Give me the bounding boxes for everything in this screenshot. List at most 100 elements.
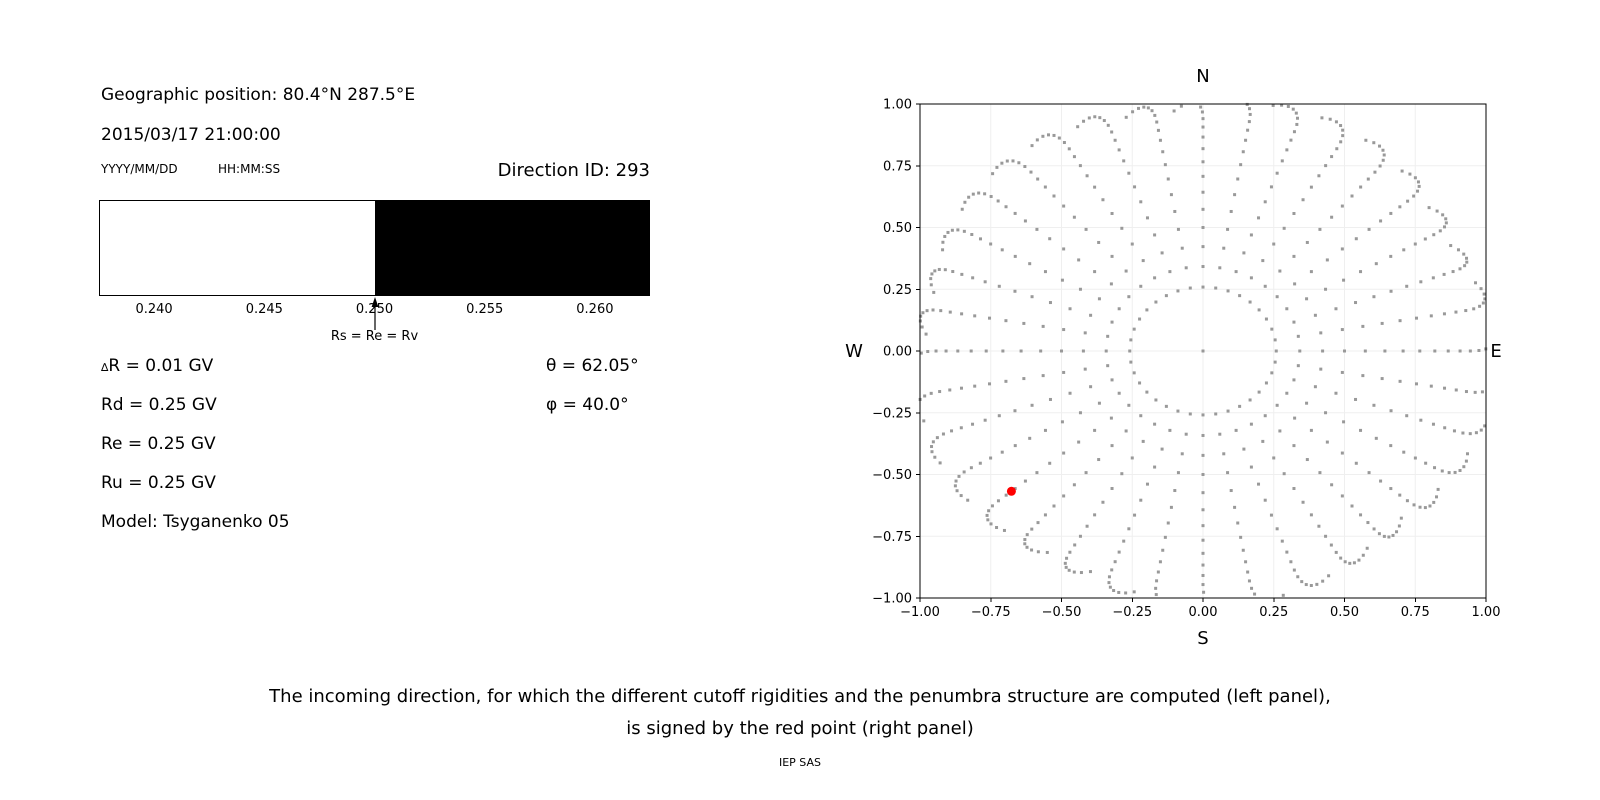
direction-dot [1249, 422, 1253, 426]
delta-r-value: ∆R = 0.01 GV [101, 356, 214, 376]
direction-dot [1041, 134, 1045, 138]
direction-dot [1122, 539, 1126, 543]
direction-dot [1127, 403, 1131, 407]
direction-dot [1239, 535, 1243, 539]
direction-dot [930, 445, 934, 449]
direction-dot [1078, 411, 1082, 415]
direction-dot [941, 240, 945, 244]
y-tick-label: −0.75 [872, 530, 912, 545]
direction-dot [1272, 456, 1276, 460]
direction-dot [1093, 185, 1097, 189]
direction-dot [1188, 286, 1192, 290]
x-tick-label: −1.00 [900, 605, 940, 620]
direction-dot [1004, 205, 1008, 209]
direction-dot [1201, 190, 1205, 194]
direction-dot [1292, 568, 1296, 572]
direction-dot [1179, 104, 1183, 108]
direction-dot [989, 522, 993, 526]
direction-dot [1097, 458, 1101, 462]
re-value: Re = 0.25 GV [101, 434, 216, 454]
direction-dot [1004, 319, 1008, 323]
direction-dot [1264, 381, 1268, 385]
direction-dot [1417, 184, 1421, 188]
direction-dot [1145, 482, 1149, 486]
direction-dot [1035, 227, 1039, 231]
direction-dot [1002, 528, 1006, 532]
direction-dot [1354, 237, 1358, 241]
direction-dot [1278, 429, 1282, 433]
direction-dot [1158, 560, 1162, 564]
direction-dot [1023, 165, 1027, 169]
direction-dot [1365, 546, 1369, 550]
direction-dot [1041, 324, 1045, 328]
direction-dot [1201, 265, 1205, 269]
direction-dot [1477, 348, 1481, 352]
direction-dot [1153, 276, 1157, 280]
direction-dot [1107, 581, 1111, 585]
direction-dot [1030, 144, 1034, 148]
direction-dot [1398, 493, 1402, 497]
direction-dot [1129, 338, 1133, 342]
direction-dot [1048, 237, 1052, 241]
direction-dot [1285, 307, 1289, 311]
direction-dot [1201, 160, 1205, 164]
direction-dot [1138, 381, 1142, 385]
direction-dot [1285, 391, 1289, 395]
direction-dot [1342, 278, 1346, 282]
direction-dot [1244, 560, 1248, 564]
rd-value: Rd = 0.25 GV [101, 395, 217, 415]
direction-dot [1129, 360, 1133, 364]
direction-dot [1342, 420, 1346, 424]
direction-dot [1201, 573, 1205, 577]
direction-dot [1168, 428, 1172, 432]
direction-dot [932, 290, 936, 294]
direction-dot [1377, 532, 1381, 536]
direction-dot [1229, 489, 1233, 493]
direction-dot [1440, 469, 1444, 473]
direction-dot [1432, 233, 1436, 237]
direction-dot [1110, 254, 1114, 258]
direction-dot [1073, 543, 1077, 547]
direction-dot [1017, 161, 1021, 165]
direction-dot [1389, 211, 1393, 215]
direction-dot [1305, 401, 1309, 405]
x-tick-label: 0.75 [1401, 605, 1430, 620]
direction-dot [1028, 436, 1032, 440]
direction-dot [1419, 280, 1423, 284]
direction-dot [1292, 486, 1296, 490]
direction-dot [1458, 349, 1462, 353]
direction-dot [989, 456, 993, 460]
direction-dot [1418, 505, 1422, 509]
direction-dot [1004, 379, 1008, 383]
direction-dot [1108, 585, 1112, 589]
direction-dot [941, 432, 945, 436]
direction-dot [1405, 499, 1409, 503]
direction-dot [1039, 349, 1043, 353]
direction-dot [1431, 276, 1435, 280]
direction-dot [1343, 349, 1346, 353]
direction-dot [960, 312, 964, 316]
y-tick-label: 0.25 [883, 283, 912, 298]
direction-dot [1234, 428, 1238, 432]
direction-dot [1078, 287, 1082, 291]
direction-dot [1315, 582, 1319, 586]
direction-dot [991, 172, 995, 176]
direction-dot [1154, 593, 1158, 597]
direction-dot [926, 350, 930, 354]
direction-dot [1292, 212, 1296, 216]
direction-dot [1184, 432, 1188, 436]
direction-dot [953, 484, 957, 488]
direction-dot [1127, 171, 1131, 175]
direction-dot [1072, 155, 1076, 159]
direction-dot [1433, 466, 1437, 470]
direction-dot [1309, 428, 1313, 432]
direction-dot [1023, 219, 1027, 223]
direction-dot [1364, 138, 1368, 142]
direction-dot [1366, 177, 1370, 181]
direction-dot [1269, 185, 1273, 189]
direction-dot [1380, 321, 1384, 325]
direction-dot [924, 332, 928, 336]
direction-dot [1110, 378, 1114, 382]
direction-dot [1350, 194, 1354, 198]
direction-dot [978, 237, 982, 241]
